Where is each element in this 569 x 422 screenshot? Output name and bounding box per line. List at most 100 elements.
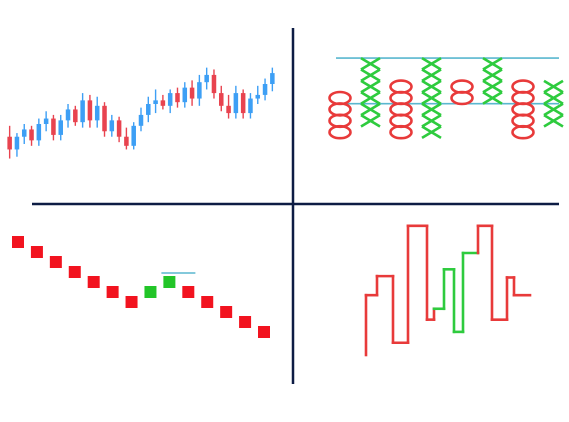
bull-candle-body [138,114,144,126]
candle [87,94,93,128]
renko-down-brick [30,246,43,258]
pnf-x-mark [360,68,381,83]
candle [219,85,224,112]
candle [204,67,209,90]
pnf-o-column [450,79,474,106]
bear-candle-body [73,109,78,123]
candle [233,85,239,119]
pnf-o-mark [511,79,535,94]
pnf-o-mark [450,79,474,94]
bull-candle-body [58,120,63,135]
pnf-x-mark [543,79,564,94]
candle [94,96,100,128]
pnf-x-mark [543,102,564,117]
candle [270,67,275,92]
candle [240,89,246,119]
candle [211,69,217,99]
candle [73,105,78,126]
pnf-x-mark [421,68,442,83]
pnf-x-mark [421,79,442,94]
bear-candle-body [124,136,129,146]
pnf-x-column [360,56,381,128]
bull-candle-body [43,118,49,124]
pnf-x-column [421,56,442,140]
candle [116,116,122,143]
bull-candle-body [80,100,85,123]
bear-candle-body [160,100,166,106]
candle [197,74,202,106]
bear-candle-body [175,93,180,103]
candle [36,118,42,146]
candle [160,94,166,110]
renko-down-brick [87,276,100,288]
pnf-o-column [511,79,535,140]
bear-candle-body [116,120,122,137]
bear-candle-body [51,118,56,135]
bull-candle-body [255,94,261,99]
pnf-x-mark [421,56,442,71]
pnf-x-mark [360,91,381,105]
pnf-x-mark [482,68,503,83]
bear-candle-body [102,105,107,132]
candle [102,102,107,137]
candle [262,78,268,101]
pnf-x-column [482,56,503,105]
renko-down-brick [258,326,270,338]
pnf-o-mark [389,79,413,94]
bear-candle-body [87,100,93,121]
kagi-chart [364,224,532,357]
renko-down-brick [201,296,214,308]
candle [80,93,85,128]
bull-candle-body [146,104,151,115]
bull-candle-body [65,109,71,121]
pnf-x-mark [421,113,442,128]
bull-candle-body [109,120,115,132]
pnf-x-mark [421,102,442,117]
renko-down-brick [12,236,24,248]
candle [255,85,261,104]
candle [43,111,49,132]
bear-candle-body [240,93,246,114]
candle [226,94,231,119]
pnf-x-mark [360,79,381,94]
bull-candle-body [262,84,268,95]
pnf-o-mark [328,90,352,106]
bear-candle-body [189,87,195,99]
candle [167,89,173,114]
pnf-x-mark [482,91,503,105]
renko-down-brick [220,306,233,318]
candle [175,87,180,108]
candle [146,96,151,123]
candle [138,107,144,132]
bear-candle-body [7,136,12,150]
pnf-x-mark [482,79,503,94]
renko-down-brick [49,256,62,268]
candle [153,89,158,114]
pnf-x-mark [543,113,564,128]
bull-candle-body [167,93,173,106]
renko-down-brick [182,286,195,298]
candle [248,93,253,119]
candle [51,114,56,141]
bull-candle-body [21,129,27,137]
bear-candle-body [219,93,224,106]
bull-candle-body [131,125,136,146]
bull-candle-body [153,100,158,104]
bull-candle-body [270,73,275,84]
renko-down-brick [239,316,252,328]
candle [65,104,71,128]
bear-candle-body [29,129,34,141]
renko-down-brick [68,266,81,278]
pnf-o-column [389,79,413,140]
bull-candle-body [94,105,100,121]
pnf-x-column [543,79,564,128]
renko-down-brick [106,286,119,298]
pnf-x-mark [421,91,442,105]
renko-chart [12,236,270,338]
bull-candle-body [182,87,188,103]
bull-candle-body [233,93,239,114]
bull-candle-body [248,98,253,114]
candle [7,125,12,159]
